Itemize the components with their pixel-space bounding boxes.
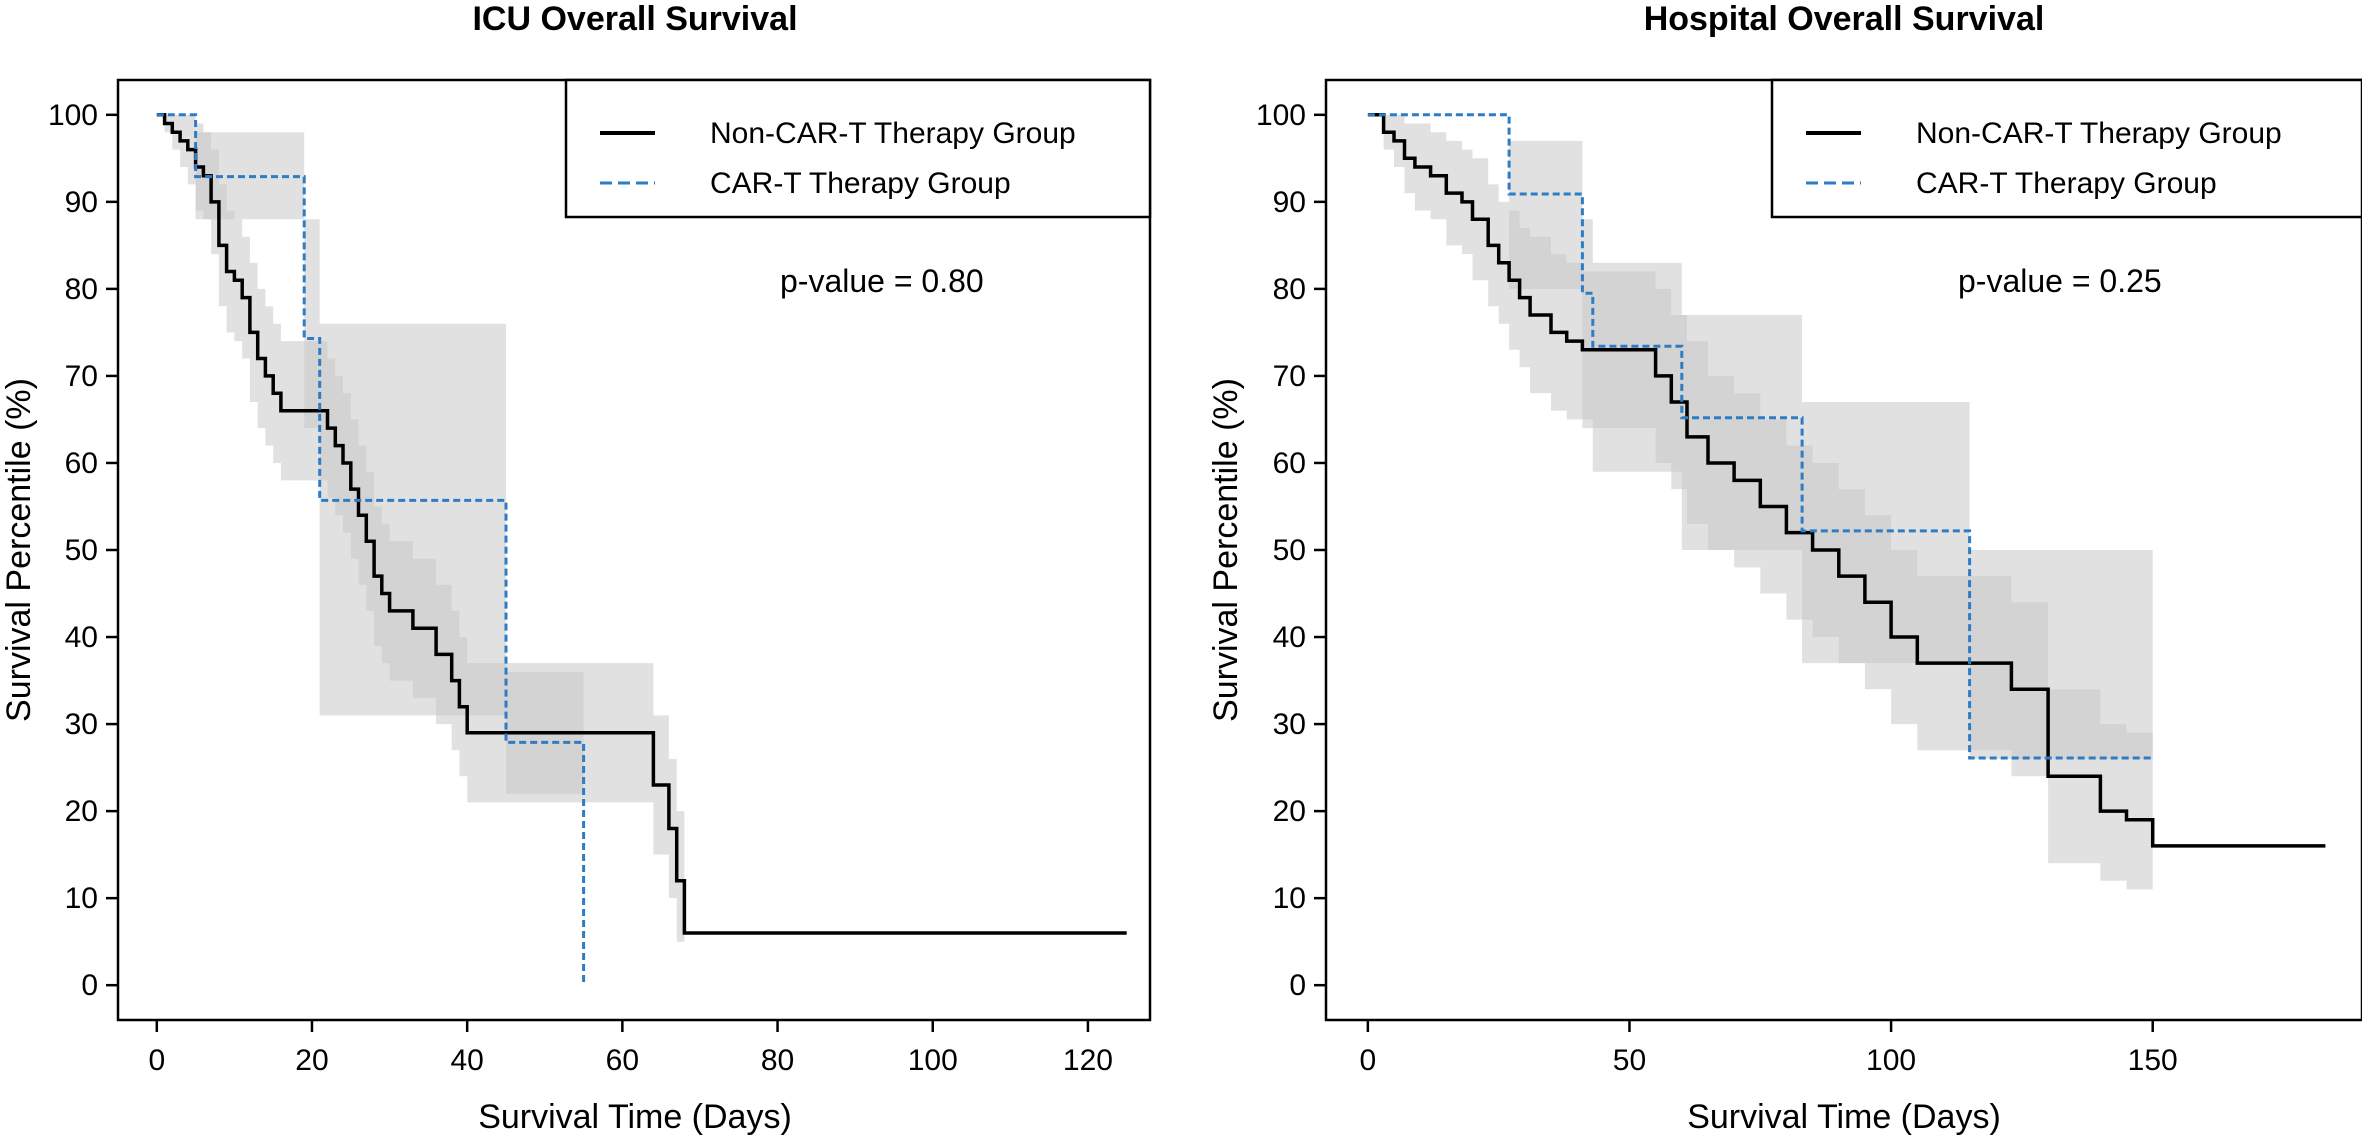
legend: Non-CAR-T Therapy Group CAR-T Therapy Gr… [1770,78,2362,219]
series-lines [156,113,1127,986]
x-tick-label: 150 [2128,1044,2178,1077]
x-tick-label: 40 [450,1044,483,1077]
y-axis-label: Survival Percentile (%) [1207,378,1245,722]
x-tick-label: 100 [908,1044,958,1077]
series-line-non-cart [156,113,1127,935]
x-tick-label: 100 [1866,1044,1916,1077]
y-tick-label: 20 [1273,795,1306,828]
confidence-bands [156,114,1127,942]
x-tick-label: 0 [1360,1044,1377,1077]
legend-box [564,78,1152,219]
y-tick-label: 50 [1273,534,1306,567]
axis-ticks: 0 20 40 60 80 100 120 0 10 20 30 40 50 60 70 80 90 100 [48,99,1113,1077]
y-tick-label: 100 [1256,99,1306,132]
hospital-survival-chart: Hospital Overall Survival 0 50 100 150 0 10 20… [1207,0,2362,1136]
legend: Non-CAR-T Therapy Group CAR-T Therapy Gr… [564,78,1152,219]
y-tick-label: 20 [65,795,98,828]
x-tick-label: 0 [148,1044,165,1077]
y-tick-label: 80 [65,273,98,306]
chart-title: Hospital Overall Survival [1644,0,2045,38]
y-tick-label: 70 [65,360,98,393]
y-tick-label: 60 [1273,447,1306,480]
axis-ticks: 0 50 100 150 0 10 20 30 40 50 60 70 80 90 100 [1256,99,2178,1077]
y-tick-label: 30 [65,708,98,741]
y-tick-label: 10 [1273,882,1306,915]
y-tick-label: 40 [1273,621,1306,654]
y-tick-label: 40 [65,621,98,654]
y-tick-label: 60 [65,447,98,480]
legend-box [1770,78,2362,219]
y-tick-label: 90 [65,186,98,219]
p-value-annotation: p-value = 0.80 [780,263,984,299]
series-lines [1367,113,2326,848]
y-tick-label: 90 [1273,186,1306,219]
legend-label-non-cart: Non-CAR-T Therapy Group [710,117,1076,150]
confidence-band-cart [1367,114,2153,759]
icu-survival-chart: ICU Overall Survival 0 20 40 60 80 100 120 0 10 2… [0,0,1152,1136]
confidence-bands [1367,114,2326,890]
x-axis-label: Survival Time (Days) [478,1098,792,1136]
x-tick-label: 80 [761,1044,794,1077]
y-tick-label: 0 [1289,969,1306,1002]
y-tick-label: 80 [1273,273,1306,306]
x-tick-label: 50 [1613,1044,1646,1077]
y-tick-label: 50 [65,534,98,567]
y-tick-label: 30 [1273,708,1306,741]
confidence-band-cart [156,114,584,794]
y-tick-label: 10 [65,882,98,915]
legend-label-non-cart: Non-CAR-T Therapy Group [1916,117,2282,150]
x-tick-label: 20 [295,1044,328,1077]
confidence-band-non-cart [156,114,1127,942]
x-axis-label: Survival Time (Days) [1687,1098,2001,1136]
legend-label-cart: CAR-T Therapy Group [710,167,1011,200]
y-tick-label: 100 [48,99,98,132]
series-line-cart [1367,113,2153,760]
series-line-cart [156,113,586,986]
y-tick-label: 70 [1273,360,1306,393]
legend-label-cart: CAR-T Therapy Group [1916,167,2217,200]
chart-title: ICU Overall Survival [472,0,797,38]
x-tick-label: 60 [606,1044,639,1077]
y-tick-label: 0 [81,969,98,1002]
plot-frame [116,78,1152,1022]
p-value-annotation: p-value = 0.25 [1958,263,2162,299]
x-tick-label: 120 [1063,1044,1113,1077]
series-line-non-cart [1367,113,2326,848]
y-axis-label: Survival Percentile (%) [0,378,38,722]
